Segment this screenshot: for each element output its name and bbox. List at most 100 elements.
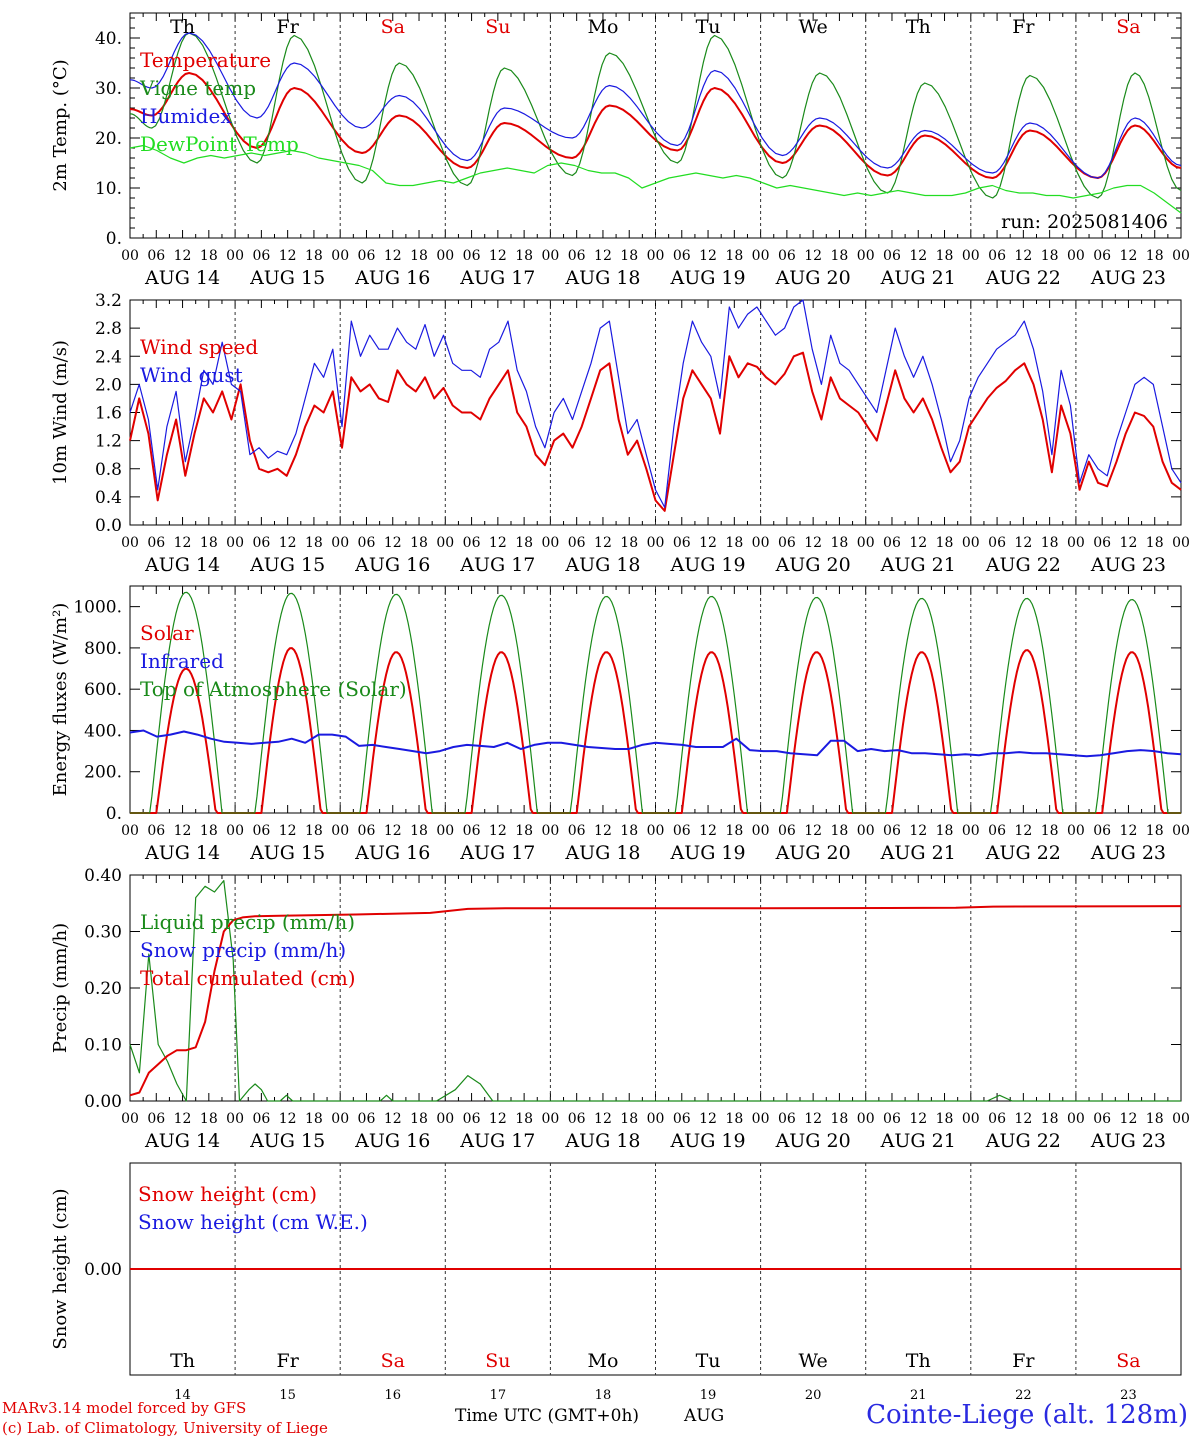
legend-entry: DewPoint Temp [140,132,299,156]
hour-label: 12 [174,248,192,264]
weekday-label: Sa [381,16,405,38]
date-label: AUG 16 [354,842,430,864]
hour-label: 18 [200,535,218,551]
hour-label: 18 [1146,823,1164,839]
panel-4 [129,874,1182,1102]
panel-5 [129,1162,1182,1376]
series-line [129,351,1182,512]
hour-label: 18 [200,1111,218,1127]
date-label: AUG 19 [669,554,745,576]
hour-label: 06 [147,248,165,264]
date-label: AUG 18 [564,842,640,864]
date-label: AUG 21 [880,267,956,289]
hour-label: 00 [857,823,875,839]
panel-1 [129,12,1182,239]
hour-label: 18 [305,535,323,551]
panel-frame [129,299,1182,526]
ytick-label: 0.4 [95,488,122,508]
hour-label: 06 [778,1111,796,1127]
weekday-label: Th [170,1350,195,1372]
hour-label: 18 [410,535,428,551]
series-line [129,905,1182,1097]
hour-label: 06 [463,248,481,264]
ytick-label: 10. [95,179,122,199]
hour-label: 12 [699,535,717,551]
hour-label: 18 [515,1111,533,1127]
date-label: AUG 20 [775,842,851,864]
hour-label: 00 [752,535,770,551]
hour-label: 00 [1172,248,1190,264]
ytick-label: 30. [95,79,122,99]
hour-label: 00 [1172,823,1190,839]
legend-entry: Snow height (cm W.E.) [138,1210,368,1234]
weekday-label: We [799,1350,828,1372]
hour-label: 00 [752,248,770,264]
hour-label: 06 [147,1111,165,1127]
weekday-label: Th [906,1350,931,1372]
ytick-label: 0.8 [95,460,122,480]
hour-label: 00 [647,535,665,551]
hour-label: 18 [620,823,638,839]
hour-label: 18 [1146,248,1164,264]
weekday-label: Mo [587,16,618,38]
hour-label: 06 [252,823,270,839]
hour-label: 00 [541,535,559,551]
weekday-label: Sa [1116,1350,1140,1372]
hour-label: 12 [279,248,297,264]
hour-label: 06 [252,535,270,551]
hour-label: 00 [1067,248,1085,264]
panel-2 [129,299,1182,526]
date-label: AUG 14 [144,554,220,576]
hour-label: 00 [121,248,139,264]
hour-label: 06 [252,1111,270,1127]
weekday-label: Fr [277,1350,300,1372]
hour-label: 00 [962,535,980,551]
hour-label: 18 [936,823,954,839]
legend-entry: Vigne temp [139,76,256,100]
hour-label: 18 [200,248,218,264]
ytick-label: 2.4 [95,347,122,367]
series-line [129,880,1181,1102]
hour-label: 12 [804,248,822,264]
hour-label: 00 [541,1111,559,1127]
hour-label: 00 [436,1111,454,1127]
day-number: 19 [700,1388,717,1403]
hour-label: 18 [936,248,954,264]
hour-label: 00 [857,248,875,264]
hour-label: 12 [1120,823,1138,839]
date-label: AUG 15 [249,842,325,864]
hour-label: 06 [147,535,165,551]
date-label: AUG 19 [669,842,745,864]
legend-entry: Wind gust [140,363,243,387]
hour-label: 18 [1041,1111,1059,1127]
ytick-label: 800. [84,639,122,659]
ytick-label: 600. [84,680,122,700]
hour-label: 06 [568,248,586,264]
series-line [129,144,1182,214]
hour-label: 18 [1041,248,1059,264]
date-label: AUG 18 [564,267,640,289]
hour-label: 00 [752,823,770,839]
hour-label: 00 [331,248,349,264]
hour-label: 06 [673,823,691,839]
hour-label: 12 [594,248,612,264]
legend-entry: Humidex [140,104,232,128]
hour-label: 00 [121,823,139,839]
hour-label: 00 [541,823,559,839]
series-line [129,32,1182,179]
ytick-label: 0. [106,229,122,249]
hour-label: 06 [463,823,481,839]
hour-label: 18 [831,823,849,839]
hour-label: 18 [936,1111,954,1127]
hour-label: 00 [962,248,980,264]
ytick-label: 40. [95,29,122,49]
date-label: AUG 21 [880,842,956,864]
hour-label: 00 [121,1111,139,1127]
hour-label: 00 [1172,535,1190,551]
date-label: AUG 15 [249,1130,325,1152]
hour-label: 12 [909,1111,927,1127]
hour-label: 00 [436,823,454,839]
hour-label: 18 [515,823,533,839]
ytick-label: 0.00 [84,1260,122,1280]
hour-label: 00 [121,535,139,551]
